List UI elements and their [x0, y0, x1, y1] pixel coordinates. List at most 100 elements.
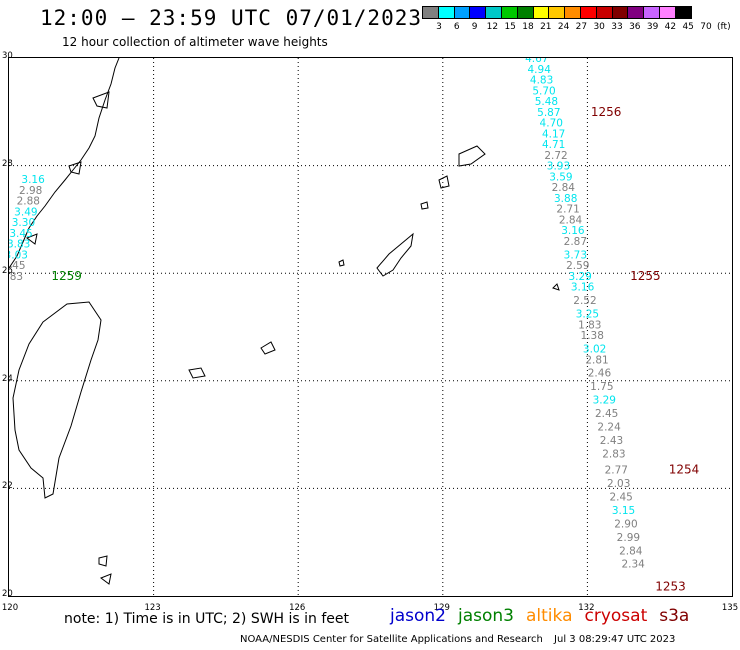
- color-tick-5: 18: [522, 22, 534, 32]
- wave-height-value: 2.81: [585, 354, 608, 366]
- wave-height-value: 3.73: [564, 249, 587, 261]
- graticule-grid: [9, 58, 732, 596]
- map-title: 12:00 – 23:59 UTC 07/01/2023: [40, 6, 423, 30]
- wave-height-value: 2.83: [9, 271, 23, 283]
- color-tick-8: 27: [575, 22, 588, 32]
- wave-height-value: 2.45: [595, 408, 618, 420]
- wave-height-value: 3.83: [9, 239, 30, 251]
- wave-height-value: 4.94: [528, 64, 552, 76]
- credit-line: NOAA/NESDIS Center for Satellite Applica…: [240, 634, 683, 645]
- wave-height-value: 2.87: [564, 236, 587, 248]
- color-tick-11: 36: [629, 22, 641, 32]
- color-tick-3: 12: [486, 22, 499, 32]
- okinawa-island: [376, 232, 414, 277]
- color-swatch-10: [579, 6, 597, 19]
- altimeter-tracks: 4.674.944.835.705.485.874.704.174.712.72…: [9, 58, 699, 594]
- taiwan-coastline: [12, 301, 102, 499]
- wave-height-value: 1.83: [578, 319, 601, 331]
- color-swatch-8: [548, 6, 566, 19]
- wave-height-value: 2.46: [588, 368, 612, 380]
- wave-height-value: 2.98: [19, 185, 42, 197]
- wave-height-value: 4.71: [542, 139, 565, 151]
- wave-height-value: 1.75: [590, 381, 613, 393]
- small-island-3: [98, 555, 108, 567]
- color-tick-12: 39: [646, 22, 659, 32]
- lon-label-135: 135: [721, 603, 739, 613]
- color-swatch-0: [422, 6, 439, 19]
- wave-height-value: 2.03: [607, 478, 630, 490]
- color-swatch-14: [643, 6, 660, 19]
- color-swatch-12: [611, 6, 629, 19]
- wave-height-value: 5.48: [535, 96, 558, 108]
- wave-height-value: 3.88: [554, 193, 577, 205]
- small-island-2: [420, 201, 429, 210]
- lon-label-120: 120: [1, 603, 19, 613]
- wave-height-value: 2.59: [566, 260, 589, 272]
- color-tick-15: 70: [700, 22, 712, 32]
- pass-time-label: 1253: [655, 580, 686, 594]
- wave-height-value: 3.59: [549, 171, 572, 183]
- wave-height-value: 3.03: [9, 249, 28, 261]
- wave-height-value: 4.67: [525, 58, 548, 65]
- color-tick-10: 33: [611, 22, 623, 32]
- wave-height-value: 5.87: [537, 107, 560, 119]
- wave-height-value: 2.72: [544, 150, 567, 162]
- wave-height-value: 4.83: [530, 75, 553, 87]
- color-swatch-4: [485, 6, 502, 19]
- color-tick-13: 42: [664, 22, 677, 32]
- legend-altika: altika: [526, 606, 573, 626]
- wave-height-value: 3.30: [12, 217, 35, 229]
- color-scale-ticks: 3 6 9 12 15 18 21 24 27 30 33 36 39 42 45 70 (ft): [423, 22, 740, 36]
- color-tick-16: (ft): [717, 22, 731, 32]
- wave-height-value: 5.70: [532, 85, 555, 97]
- wave-height-value: 2.77: [605, 465, 628, 477]
- tokunoshima-island: [438, 175, 450, 189]
- color-tick-4: 15: [504, 22, 516, 32]
- credit-date: Jul 3 08:29:47 UTC 2023: [554, 634, 676, 645]
- wave-height-value: 2.45: [9, 260, 26, 272]
- color-swatch-5: [500, 6, 518, 19]
- color-scale-bar: [422, 6, 692, 19]
- color-swatch-16: [674, 6, 692, 19]
- color-swatch-15: [658, 6, 676, 19]
- small-island-5: [552, 283, 560, 291]
- lat-label-26: 26: [2, 266, 13, 277]
- wave-height-value: 3.16: [571, 282, 595, 294]
- pass-time-label: 1256: [591, 105, 622, 119]
- color-swatch-3: [469, 6, 487, 19]
- wave-height-value: 2.84: [559, 214, 583, 226]
- small-island-4: [99, 573, 112, 585]
- coastlines: [9, 58, 560, 585]
- wave-height-value: 3.25: [576, 309, 599, 321]
- color-swatch-1: [437, 6, 455, 19]
- wave-height-value: 3.16: [21, 174, 45, 186]
- wave-height-value: 2.43: [600, 435, 623, 447]
- wave-height-value: 2.45: [609, 491, 632, 503]
- lat-label-20: 20: [2, 589, 13, 599]
- wave-height-value: 4.70: [540, 118, 563, 130]
- color-tick-0: 3: [436, 22, 442, 32]
- color-swatch-9: [564, 6, 581, 19]
- wave-height-value: 2.83: [602, 448, 625, 460]
- wave-height-value: 2.52: [573, 295, 596, 307]
- wave-height-value: 3.29: [568, 271, 591, 283]
- color-swatch-6: [516, 6, 534, 19]
- map-canvas: 4.674.944.835.705.485.874.704.174.712.72…: [9, 58, 732, 596]
- wave-height-value: 2.99: [617, 532, 640, 544]
- map-subtitle: 12 hour collection of altimeter wave hei…: [62, 35, 328, 49]
- wave-height-value: 3.49: [14, 206, 37, 218]
- wave-height-value: 3.29: [593, 395, 616, 407]
- wave-height-value: 4.17: [542, 128, 565, 140]
- credit-org: NOAA/NESDIS Center for Satellite Applica…: [240, 634, 543, 645]
- legend-jason2: jason2: [390, 606, 446, 626]
- color-tick-1: 6: [453, 22, 460, 32]
- legend-cryosat: cryosat: [584, 606, 648, 626]
- color-swatch-7: [532, 6, 550, 19]
- wave-height-value: 2.84: [619, 545, 643, 557]
- color-swatch-13: [627, 6, 645, 19]
- lon-label-123: 123: [144, 603, 161, 613]
- wave-height-value: 2.88: [17, 196, 40, 208]
- wave-height-value: 2.24: [597, 422, 621, 434]
- small-island-1: [338, 259, 345, 267]
- lat-label-30: 30: [2, 51, 13, 61]
